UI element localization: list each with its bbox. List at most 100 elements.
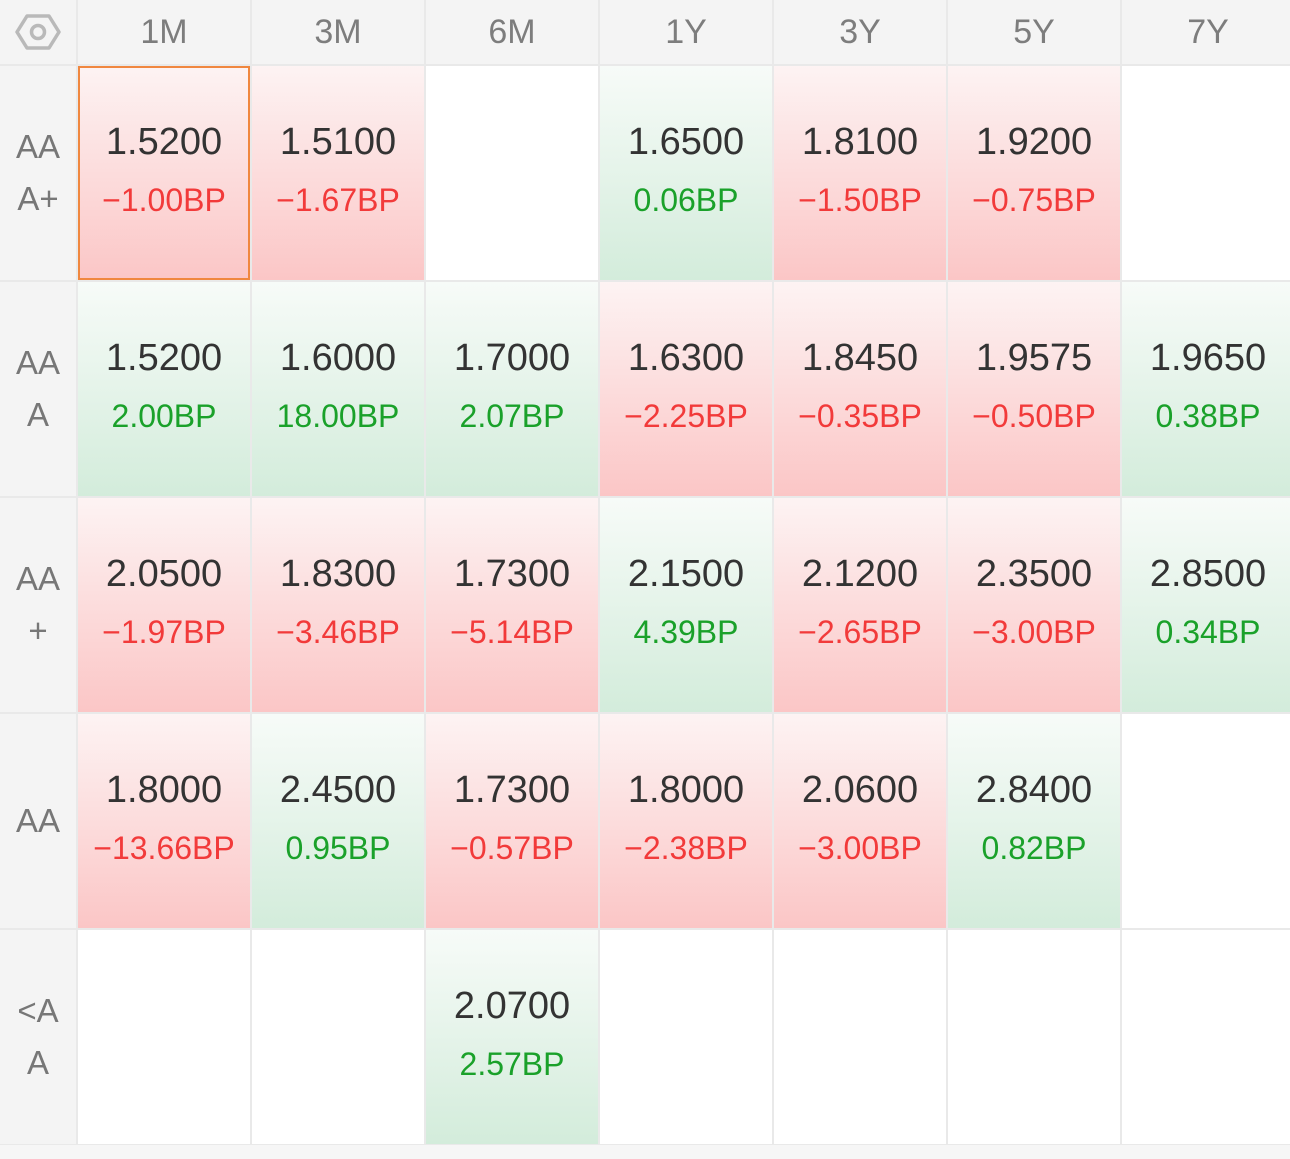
change-bp: 2.07BP [459,398,565,434]
yield-cell[interactable]: 2.1200 −2.65BP [774,498,946,712]
row-header: AA A [0,282,76,496]
yield-cell[interactable]: 1.6500 0.06BP [600,66,772,280]
yield-cell[interactable]: 1.9650 0.38BP [1122,282,1290,496]
yield-cell[interactable]: 1.6300 −2.25BP [600,282,772,496]
column-header-3y[interactable]: 3Y [774,0,946,64]
yield-value: 1.8000 [627,769,745,811]
yield-cell[interactable]: 1.5200 2.00BP [78,282,250,496]
change-bp: 0.95BP [285,830,391,866]
yield-cell[interactable]: 1.8000 −2.38BP [600,714,772,928]
change-bp: −0.57BP [450,830,574,866]
change-bp: −2.65BP [798,614,922,650]
yield-cell[interactable]: 1.8000 −13.66BP [78,714,250,928]
yield-value: 1.7300 [453,769,571,811]
empty-cell [1122,930,1290,1144]
yield-cell[interactable]: 1.9575 −0.50BP [948,282,1120,496]
yield-cell[interactable]: 2.3500 −3.00BP [948,498,1120,712]
change-bp: −3.00BP [798,830,922,866]
yield-cell[interactable]: 1.8450 −0.35BP [774,282,946,496]
change-bp: −3.46BP [276,614,400,650]
yield-cell[interactable]: 1.7300 −5.14BP [426,498,598,712]
yield-value: 1.6300 [627,337,745,379]
change-bp: −13.66BP [93,830,235,866]
yield-value: 1.5200 [105,121,223,163]
change-bp: 0.34BP [1155,614,1261,650]
empty-cell [600,930,772,1144]
yield-value: 1.7000 [453,337,571,379]
yield-cell[interactable]: 1.5100 −1.67BP [252,66,424,280]
change-bp: 18.00BP [276,398,400,434]
yield-value: 1.8450 [801,337,919,379]
yield-cell[interactable]: 2.8400 0.82BP [948,714,1120,928]
yield-value: 2.1200 [801,553,919,595]
empty-cell [948,930,1120,1144]
yield-cell[interactable]: 2.0700 2.57BP [426,930,598,1144]
yield-value: 1.6000 [279,337,397,379]
yield-value: 1.5200 [105,337,223,379]
column-header-1m[interactable]: 1M [78,0,250,64]
yield-cell[interactable]: 1.7000 2.07BP [426,282,598,496]
empty-cell [774,930,946,1144]
empty-cell [78,930,250,1144]
column-header-7y[interactable]: 7Y [1122,0,1290,64]
yield-cell[interactable]: 2.0600 −3.00BP [774,714,946,928]
yield-value: 1.8000 [105,769,223,811]
yield-cell[interactable]: 1.8300 −3.46BP [252,498,424,712]
yield-cell[interactable]: 1.7300 −0.57BP [426,714,598,928]
change-bp: −0.35BP [798,398,922,434]
yield-cell[interactable]: 1.9200 −0.75BP [948,66,1120,280]
empty-cell [1122,66,1290,280]
change-bp: 4.39BP [633,614,739,650]
yield-value: 1.7300 [453,553,571,595]
change-bp: −1.67BP [276,182,400,218]
yield-value: 2.8400 [975,769,1093,811]
yield-cell[interactable]: 2.0500 −1.97BP [78,498,250,712]
change-bp: −1.97BP [102,614,226,650]
yield-value: 2.1500 [627,553,745,595]
row-header: AA [0,714,76,928]
yield-value: 2.0700 [453,985,571,1027]
yield-cell[interactable]: 1.6000 18.00BP [252,282,424,496]
column-header-5y[interactable]: 5Y [948,0,1120,64]
change-bp: 0.06BP [633,182,739,218]
change-bp: −1.50BP [798,182,922,218]
column-header-3m[interactable]: 3M [252,0,424,64]
change-bp: −2.25BP [624,398,748,434]
column-header-6m[interactable]: 6M [426,0,598,64]
change-bp: −0.50BP [972,398,1096,434]
change-bp: 2.57BP [459,1046,565,1082]
yield-value: 1.6500 [627,121,745,163]
column-header-1y[interactable]: 1Y [600,0,772,64]
change-bp: −2.38BP [624,830,748,866]
yield-value: 2.0500 [105,553,223,595]
change-bp: −5.14BP [450,614,574,650]
yield-value: 1.5100 [279,121,397,163]
yield-value: 1.9650 [1149,337,1267,379]
yield-value: 1.9575 [975,337,1093,379]
change-bp: 0.82BP [981,830,1087,866]
yield-value: 2.8500 [1149,553,1267,595]
change-bp: 0.38BP [1155,398,1261,434]
change-bp: −0.75BP [972,182,1096,218]
yield-value: 2.3500 [975,553,1093,595]
yield-value: 1.8300 [279,553,397,595]
change-bp: 2.00BP [111,398,217,434]
settings-hexagon-icon[interactable] [0,0,76,64]
yield-value: 2.0600 [801,769,919,811]
change-bp: −3.00BP [972,614,1096,650]
row-header: AA + [0,498,76,712]
row-header: AA A+ [0,66,76,280]
yield-cell[interactable]: 2.4500 0.95BP [252,714,424,928]
yield-cell[interactable]: 2.8500 0.34BP [1122,498,1290,712]
row-header: <A A [0,930,76,1144]
yield-value: 2.4500 [279,769,397,811]
yield-value: 1.8100 [801,121,919,163]
empty-cell [252,930,424,1144]
yield-cell[interactable]: 2.1500 4.39BP [600,498,772,712]
yield-cell[interactable]: 1.5200 −1.00BP [78,66,250,280]
yield-cell[interactable]: 1.8100 −1.50BP [774,66,946,280]
yield-value: 1.9200 [975,121,1093,163]
empty-cell [1122,714,1290,928]
change-bp: −1.00BP [102,182,226,218]
